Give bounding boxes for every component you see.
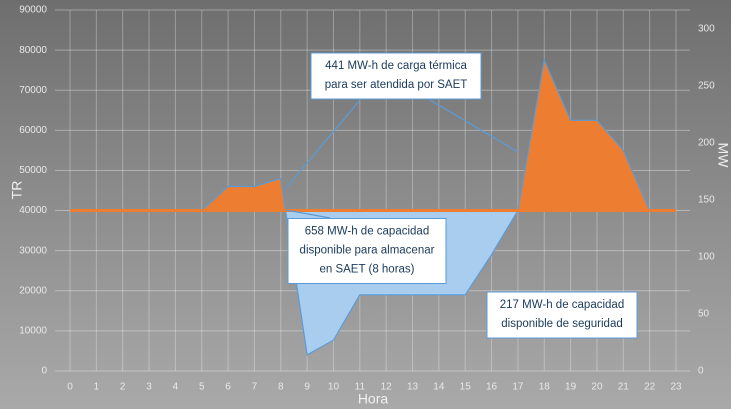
y-tick-label: 70000	[19, 85, 47, 96]
x-axis-title: Hora	[358, 391, 389, 407]
annotation-box	[310, 52, 482, 100]
x-tick-label: 8	[278, 382, 284, 393]
y2-tick-label: 250	[698, 80, 715, 91]
y2-axis-title: MW	[715, 143, 731, 169]
x-tick-label: 5	[199, 382, 205, 393]
x-tick-label: 12	[381, 382, 393, 393]
area-above	[201, 60, 650, 211]
annotation-text: disponible de seguridad	[501, 318, 622, 330]
x-tick-label: 14	[433, 382, 445, 393]
arrows	[285, 99, 519, 219]
x-tick-label: 9	[304, 382, 310, 393]
y-tick-label: 50000	[19, 165, 47, 176]
x-tick-label: 18	[539, 382, 551, 393]
annotation-text: en SAET (8 horas)	[319, 264, 414, 276]
x-tick-label: 22	[644, 382, 656, 393]
annotation-text: para ser atendida por SAET	[325, 79, 468, 91]
y-tick-label: 90000	[19, 5, 47, 16]
x-tick-label: 1	[94, 382, 100, 393]
annotation-text: disponible para almacenar	[300, 245, 435, 257]
y2-tick-label: 50	[698, 309, 710, 320]
labels: 0100002000030000400005000060000700008000…	[19, 5, 715, 393]
x-tick-label: 16	[486, 382, 498, 393]
y2-tick-label: 0	[698, 366, 704, 377]
y2-tick-label: 300	[698, 23, 715, 34]
arrow	[429, 99, 519, 153]
arrow	[285, 99, 361, 189]
x-tick-label: 23	[670, 382, 682, 393]
y-axis-title: TR	[9, 181, 25, 200]
arrow	[285, 209, 331, 219]
x-tick-label: 13	[407, 382, 419, 393]
y2-tick-label: 150	[698, 195, 715, 206]
x-tick-label: 10	[328, 382, 340, 393]
y-tick-label: 0	[41, 366, 47, 377]
x-tick-label: 7	[252, 382, 258, 393]
x-tick-label: 11	[355, 382, 366, 393]
annotations: 441 MW-h de carga térmica para ser atendi…	[287, 52, 638, 339]
x-tick-label: 0	[67, 382, 73, 393]
x-tick-label: 21	[618, 382, 630, 393]
x-tick-label: 19	[565, 382, 577, 393]
y-tick-label: 30000	[19, 245, 47, 256]
y-tick-label: 20000	[19, 285, 47, 296]
y-tick-label: 60000	[19, 125, 47, 136]
annotation-text: 658 MW-h de capacidad	[305, 226, 429, 238]
y-tick-label: 40000	[19, 205, 47, 216]
x-tick-label: 15	[460, 382, 472, 393]
x-tick-label: 20	[591, 382, 603, 393]
x-tick-label: 6	[225, 382, 231, 393]
y2-tick-label: 200	[698, 138, 715, 149]
annotation-box	[287, 218, 447, 284]
annotation-text: 441 MW-h de carga térmica	[325, 60, 467, 72]
x-tick-label: 3	[146, 382, 152, 393]
x-tick-label: 17	[512, 382, 524, 393]
y-tick-label: 80000	[19, 45, 47, 56]
x-tick-label: 4	[173, 382, 179, 393]
annotation-box	[486, 291, 638, 339]
y2-tick-label: 100	[698, 252, 715, 263]
y-tick-label: 10000	[19, 326, 47, 337]
x-tick-label: 2	[120, 382, 126, 393]
annotation-text: 217 MW-h de capacidad	[500, 299, 624, 311]
